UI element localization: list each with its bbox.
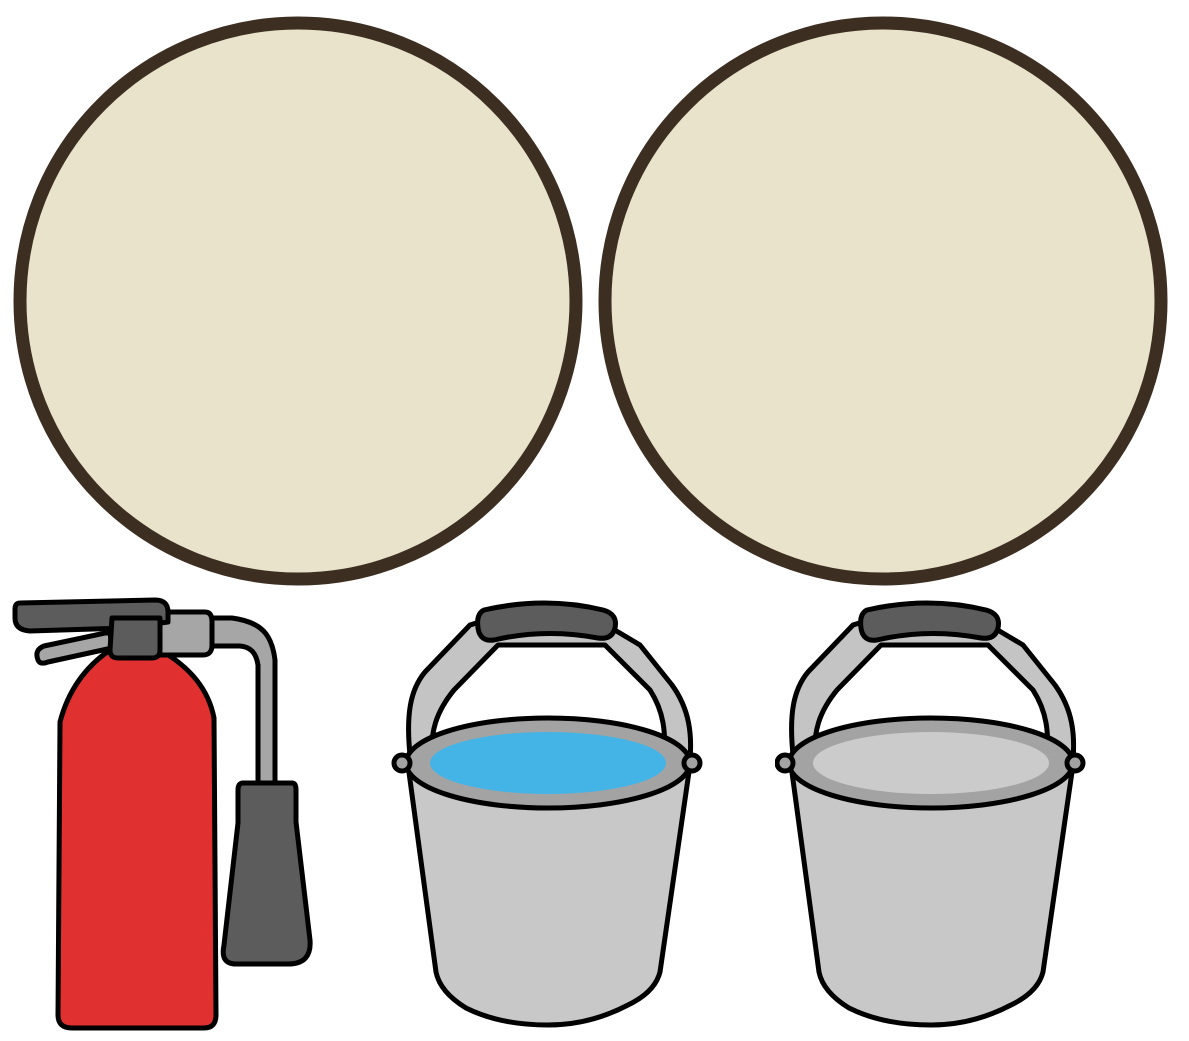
right-drop-zone[interactable] <box>598 16 1168 586</box>
fire-extinguisher[interactable] <box>0 590 330 1041</box>
empty-bucket-icon <box>775 600 1086 1028</box>
water-bucket-icon <box>391 600 703 1028</box>
left-circle-shape <box>13 16 583 586</box>
empty-bucket[interactable] <box>775 590 1095 1041</box>
right-circle-shape <box>598 16 1168 586</box>
left-drop-zone[interactable] <box>13 16 583 586</box>
fire-extinguisher-icon <box>12 597 313 1031</box>
bucket-with-water[interactable] <box>390 590 710 1041</box>
